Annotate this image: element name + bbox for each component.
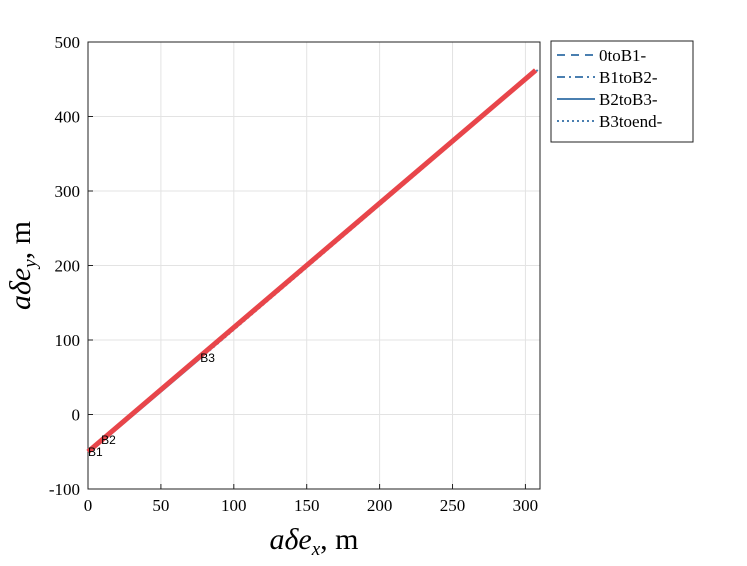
legend-label: B3toend- [599,112,663,131]
annotation-label: B3 [200,351,215,365]
x-tick-label: 50 [152,496,169,515]
x-tick-label: 100 [221,496,247,515]
y-axis-title: aδey, m [4,221,41,310]
legend-label: B2toB3- [599,90,658,109]
legend-label: 0toB1- [599,46,647,65]
x-tick-label: 300 [513,496,539,515]
annotation-label: B2 [101,433,116,447]
x-tick-label: 0 [84,496,93,515]
legend: 0toB1- B1toB2- B2toB3- B3toend- [550,40,694,143]
grid [87,41,540,490]
series [86,67,541,454]
annotation-label: B1 [88,445,103,459]
x-tick-label: 200 [367,496,393,515]
y-tick-label: 300 [55,182,81,201]
y-tick-label: 100 [55,331,81,350]
x-axis-title-var: aδe [269,523,311,556]
x-tick-label: 250 [440,496,466,515]
x-axis-title-unit: , m [320,523,358,556]
y-axis-title-unit: , m [4,221,37,259]
highlight-line [86,68,538,454]
y-axis-title-sub: y [20,259,41,270]
axes [87,41,541,490]
y-tick-label: -100 [49,480,80,499]
y-tick-label: 200 [55,257,81,276]
legend-label: B1toB2- [599,68,658,87]
y-tick-label: 400 [55,108,81,127]
x-axis-title: aδex, m [269,523,358,560]
x-axis-title-sub: x [311,539,321,560]
y-tick-label: 0 [72,406,81,425]
x-tick-label: 150 [294,496,320,515]
y-axis-title-var: aδe [4,268,37,310]
legend-box [550,40,694,143]
y-tick-label: 500 [55,33,81,52]
legend-items: 0toB1- B1toB2- B2toB3- B3toend- [557,46,663,131]
